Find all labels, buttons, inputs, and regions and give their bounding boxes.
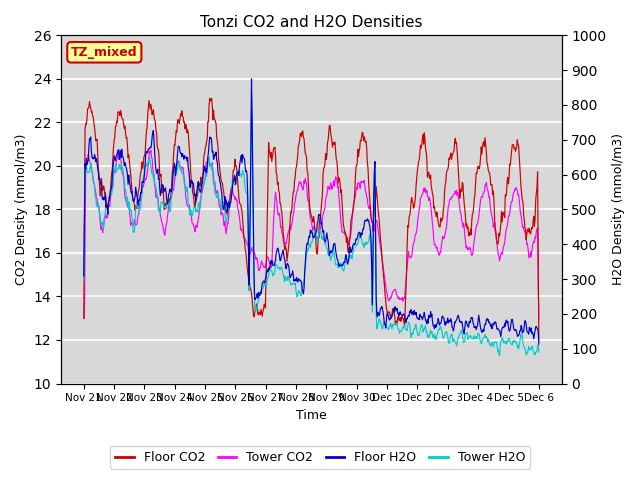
Title: Tonzi CO2 and H2O Densities: Tonzi CO2 and H2O Densities [200, 15, 422, 30]
X-axis label: Time: Time [296, 409, 326, 422]
Y-axis label: CO2 Density (mmol/m3): CO2 Density (mmol/m3) [15, 134, 28, 285]
Y-axis label: H2O Density (mmol/m3): H2O Density (mmol/m3) [612, 133, 625, 286]
Text: TZ_mixed: TZ_mixed [71, 46, 138, 59]
Legend: Floor CO2, Tower CO2, Floor H2O, Tower H2O: Floor CO2, Tower CO2, Floor H2O, Tower H… [109, 446, 531, 469]
